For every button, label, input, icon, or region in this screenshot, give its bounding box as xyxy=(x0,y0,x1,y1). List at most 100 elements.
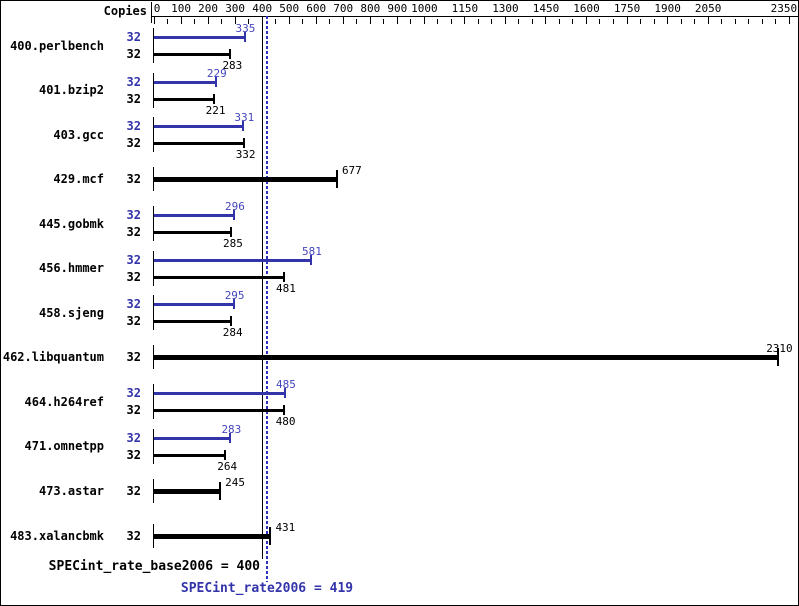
major-tick xyxy=(788,16,790,24)
group-bracket xyxy=(153,167,154,192)
bar-end-cap xyxy=(243,32,246,42)
tick-label: 1750 xyxy=(613,2,641,15)
major-tick xyxy=(369,16,371,24)
group-bracket xyxy=(153,479,154,503)
copies-value: 32 xyxy=(126,447,141,462)
base-bar xyxy=(154,409,284,413)
peak-value-label: 331 xyxy=(234,111,255,125)
copies-value: 32 xyxy=(126,386,141,401)
peak-value-label: 485 xyxy=(276,378,296,392)
bar-end-cap xyxy=(242,138,245,149)
benchmark-name-label: 462.libquantum xyxy=(2,350,104,365)
minor-tick xyxy=(450,19,452,24)
peak-value-label: 296 xyxy=(224,200,245,214)
major-tick xyxy=(315,16,317,24)
base-bar xyxy=(154,355,779,361)
base-value-label: 284 xyxy=(222,326,243,340)
minor-tick xyxy=(599,19,601,24)
tick-label: 400 xyxy=(252,2,273,15)
base-bar xyxy=(154,177,337,183)
minor-tick xyxy=(275,19,277,24)
group-bracket xyxy=(153,523,154,548)
peak-value-label: 581 xyxy=(301,244,322,258)
copies-value: 32 xyxy=(126,269,141,284)
tick-label: 1900 xyxy=(654,2,681,15)
axis-separator xyxy=(151,2,152,23)
minor-tick xyxy=(748,19,750,24)
base-bar xyxy=(154,97,214,101)
copies-value: 32 xyxy=(126,74,141,89)
bar-end-cap xyxy=(233,210,235,221)
minor-tick xyxy=(761,19,763,24)
minor-tick xyxy=(680,19,682,24)
minor-tick xyxy=(613,19,614,24)
base-value-label: 677 xyxy=(341,164,362,178)
benchmark-name-label: 458.sjeng xyxy=(38,305,104,320)
tick-label: 600 xyxy=(306,2,327,15)
copies-value: 32 xyxy=(126,314,141,329)
minor-tick xyxy=(167,19,168,24)
base-bar xyxy=(154,489,221,494)
tick-label: 1000 xyxy=(411,2,438,15)
copies-value: 32 xyxy=(126,47,141,61)
minor-tick xyxy=(410,19,412,24)
copies-value: 32 xyxy=(126,119,141,134)
major-tick xyxy=(423,16,425,24)
bar-end-cap xyxy=(269,526,272,545)
copies-value: 32 xyxy=(126,252,141,267)
bar-end-cap xyxy=(282,405,285,416)
minor-tick xyxy=(356,19,358,24)
major-tick xyxy=(667,16,669,24)
tick-label: 800 xyxy=(360,2,381,15)
bar-end-cap xyxy=(335,170,338,189)
major-tick xyxy=(585,16,587,24)
base-bar xyxy=(154,142,244,146)
minor-tick xyxy=(653,19,655,24)
base-value-label: 283 xyxy=(222,59,243,72)
benchmark-name-label: 483.xalancbmk xyxy=(10,528,104,543)
minor-tick xyxy=(734,19,736,24)
peak-bar xyxy=(154,125,244,129)
copies-value: 32 xyxy=(126,484,141,498)
group-bracket xyxy=(153,345,154,370)
bar-end-cap xyxy=(242,121,245,132)
base-value-label: 481 xyxy=(275,281,296,295)
copies-value: 32 xyxy=(126,430,141,445)
base-value-label: 221 xyxy=(205,103,226,117)
bar-end-cap xyxy=(219,482,222,500)
minor-tick xyxy=(194,19,196,24)
copies-value: 32 xyxy=(126,225,141,240)
peak-bar xyxy=(154,436,231,440)
major-tick xyxy=(626,16,628,24)
base-value-label: 431 xyxy=(275,520,296,534)
tick-label: 900 xyxy=(387,2,408,15)
benchmark-name-label: 464.h264ref xyxy=(24,394,104,409)
tick-label: 2350 xyxy=(770,2,798,15)
group-bracket xyxy=(153,428,154,464)
peak-value-label: 295 xyxy=(224,289,245,303)
tick-label: 100 xyxy=(171,2,191,15)
major-tick xyxy=(545,16,547,24)
major-tick xyxy=(342,16,344,24)
peak-bar xyxy=(154,303,234,307)
peak-value-label: 229 xyxy=(206,66,227,80)
group-bracket xyxy=(153,295,154,331)
copies-value: 32 xyxy=(126,350,141,365)
group-bracket xyxy=(153,28,154,63)
x-axis-line xyxy=(151,16,798,17)
minor-tick xyxy=(518,19,520,24)
tick-label: 1150 xyxy=(451,2,479,15)
minor-tick xyxy=(221,19,223,24)
major-tick xyxy=(234,16,236,24)
tick-label: 1300 xyxy=(492,2,519,15)
copies-value: 32 xyxy=(126,91,141,106)
minor-tick xyxy=(477,19,479,24)
group-bracket xyxy=(153,72,154,108)
benchmark-name-label: 471.omnetpp xyxy=(24,439,104,454)
minor-tick xyxy=(437,19,439,24)
major-tick xyxy=(288,16,290,24)
base-value-label: 264 xyxy=(217,459,238,473)
minor-tick xyxy=(572,19,574,24)
